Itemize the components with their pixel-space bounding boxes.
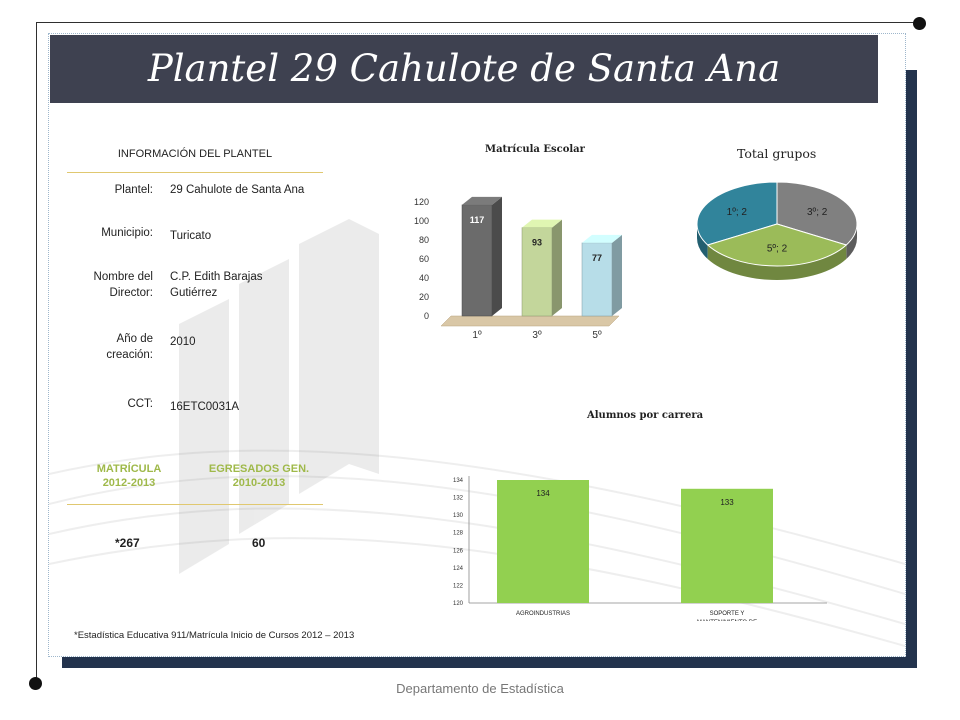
chart1-bar-top xyxy=(582,234,622,243)
chart1-ytick: 40 xyxy=(419,273,429,283)
chart1-data-label: 117 xyxy=(470,215,485,225)
chart2-slice xyxy=(706,223,848,267)
chart3-data-label: 134 xyxy=(536,489,550,498)
chart3-ytick: 134 xyxy=(453,478,464,484)
chart3-xtick: SOPORTE YMANTENIMIENTO DEEQUIPO DE CÓMPU… xyxy=(694,611,760,621)
chart3-xtick: AGROINDUSTRIAS xyxy=(516,611,570,617)
info-value: 2010 xyxy=(170,336,196,348)
info-label: CCT: xyxy=(127,398,153,410)
matricula-label: MATRÍCULA 2012-2013 xyxy=(96,463,162,489)
chart3-ytick: 128 xyxy=(453,531,464,537)
chart2-slice-side xyxy=(697,224,708,259)
chart1-bar xyxy=(581,242,613,317)
chart3-bar xyxy=(497,480,589,603)
page-title: Plantel 29 Cahulote de Santa Ana xyxy=(147,47,781,90)
chart2-slice xyxy=(776,181,858,246)
stats-divider xyxy=(67,504,323,505)
frame-dot-bottom-left xyxy=(29,677,42,690)
chart1-bar xyxy=(461,204,493,317)
slide: Plantel 29 Cahulote de Santa Ana INFORMA… xyxy=(48,33,906,657)
frame-top-line xyxy=(36,22,920,23)
chart1-bar-top xyxy=(522,219,562,228)
chart1-ytick: 100 xyxy=(414,216,429,226)
chart1-bar-top xyxy=(462,196,502,205)
chart3-ytick: 126 xyxy=(453,548,464,554)
chart3-ytick: 124 xyxy=(453,566,464,572)
chart1-title: Matrícula Escolar xyxy=(485,144,585,155)
chart3-title: Alumnos por carrera xyxy=(587,410,704,421)
info-label: Nombre del Director: xyxy=(93,271,153,299)
chart2-slice-label: 1º; 2 xyxy=(727,207,748,218)
chart2-slice xyxy=(696,181,778,246)
background-graphic xyxy=(49,219,905,647)
info-label: Año de creación: xyxy=(106,333,153,361)
frame-left-line xyxy=(36,22,37,682)
matricula-value: *267 xyxy=(115,536,140,550)
chart1-ytick: 60 xyxy=(419,254,429,264)
chart3-ytick: 120 xyxy=(453,601,464,607)
chart1-xtick: 5º xyxy=(592,330,602,341)
chart3-alumnos: 134 133 120 122 124 126 128 130 132 134 AGROINDU… xyxy=(453,476,827,621)
info-header: INFORMACIÓN DEL PLANTEL xyxy=(67,134,323,173)
chart3-ytick: 122 xyxy=(453,583,464,589)
frame-dot-top-right xyxy=(913,17,926,30)
info-value: 29 Cahulote de Santa Ana xyxy=(170,184,305,196)
chart1-ytick: 120 xyxy=(414,197,429,207)
chart2-title: Total grupos xyxy=(737,146,817,161)
info-value: Turicato xyxy=(170,230,212,242)
chart1-bar-side xyxy=(492,196,502,316)
chart1-ytick: 0 xyxy=(424,311,429,321)
chart2-slice-side xyxy=(846,224,857,259)
chart3-ytick: 132 xyxy=(453,496,464,502)
chart1-bar-side xyxy=(552,219,562,316)
info-value: 16ETC0031A xyxy=(170,401,240,413)
chart1-ytick: 20 xyxy=(419,292,429,302)
chart1-xtick: 3º xyxy=(532,330,542,341)
info-table: INFORMACIÓN DEL PLANTEL xyxy=(67,134,323,173)
egresados-label: EGRESADOS GEN. 2010-2013 xyxy=(208,463,310,489)
chart3-data-label: 133 xyxy=(720,498,734,507)
chart1-data-label: 93 xyxy=(532,238,542,248)
chart1-bar-side xyxy=(612,234,622,316)
chart1-data-label: 77 xyxy=(592,253,602,263)
title-bar: Plantel 29 Cahulote de Santa Ana xyxy=(50,35,878,103)
chart3-bar xyxy=(681,488,773,603)
info-value: C.P. Edith Barajas Gutiérrez xyxy=(170,271,263,299)
chart2-slice-label: 3º; 2 xyxy=(807,207,828,218)
chart3-ytick: 130 xyxy=(453,513,464,519)
footnote: *Estadística Educativa 911/Matrícula Ini… xyxy=(74,630,355,641)
chart1-ytick: 80 xyxy=(419,235,429,245)
chart2-slice-label: 5º; 2 xyxy=(767,243,788,254)
chart2-slice-side xyxy=(707,245,847,280)
chart2-total-grupos: 1º; 2 3º; 2 5º; 2 xyxy=(696,181,858,280)
egresados-value: 60 xyxy=(252,536,266,550)
footer: Departamento de Estadística xyxy=(396,681,564,696)
chart1-floor xyxy=(440,315,620,327)
chart1-xtick: 1º xyxy=(472,330,482,341)
info-label: Municipio: xyxy=(101,227,153,239)
info-label: Plantel: xyxy=(114,184,153,196)
chart1-matricula: 117 93 77 0 20 40 60 80 100 120 1º 3º 5º xyxy=(414,196,622,341)
